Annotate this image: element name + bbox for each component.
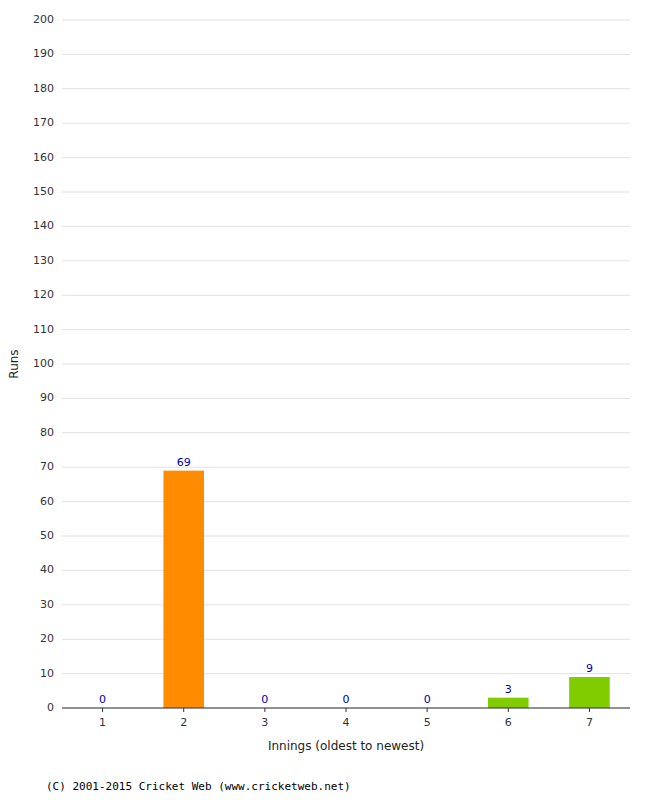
x-tick [264, 708, 265, 712]
x-tick-label: 6 [505, 716, 512, 729]
y-tick-label: 40 [40, 563, 54, 576]
x-tick [102, 708, 103, 712]
x-tick-label: 5 [424, 716, 431, 729]
y-tick-label: 130 [33, 254, 54, 267]
y-tick-label: 100 [33, 357, 54, 370]
y-tick-label: 140 [33, 219, 54, 232]
y-tick-label: 20 [40, 632, 54, 645]
y-tick-label: 30 [40, 598, 54, 611]
x-tick [427, 708, 428, 712]
y-tick-label: 120 [33, 288, 54, 301]
grid-line [62, 536, 630, 537]
y-tick-label: 80 [40, 426, 54, 439]
x-tick-label: 4 [343, 716, 350, 729]
data-label: 3 [505, 683, 512, 696]
bar [163, 471, 204, 708]
x-tick-label: 3 [261, 716, 268, 729]
grid-line [62, 54, 630, 55]
y-tick-label: 60 [40, 495, 54, 508]
y-tick-label: 160 [33, 151, 54, 164]
grid-line [62, 673, 630, 674]
grid-line [62, 364, 630, 365]
grid-line [62, 329, 630, 330]
data-label: 0 [424, 693, 431, 706]
y-tick-label: 110 [33, 323, 54, 336]
grid-line [62, 260, 630, 261]
x-tick [589, 708, 590, 712]
page: {"chart_data": {"type": "bar", "categori… [0, 0, 650, 800]
y-tick-label: 180 [33, 82, 54, 95]
chart-container: 0102030405060708090100110120130140150160… [0, 0, 650, 800]
bar [488, 698, 529, 708]
x-tick-label: 1 [99, 716, 106, 729]
y-tick-label: 190 [33, 47, 54, 60]
grid-line [62, 604, 630, 605]
grid-line [62, 192, 630, 193]
x-tick [346, 708, 347, 712]
bar [569, 677, 610, 708]
y-tick-label: 170 [33, 116, 54, 129]
grid-line [62, 226, 630, 227]
grid-line [62, 20, 630, 21]
bars [163, 471, 609, 708]
x-tick-label: 2 [180, 716, 187, 729]
grid-line [62, 639, 630, 640]
annotation: (C) 2001-2015 Cricket Web (www.cricketwe… [46, 780, 351, 793]
x-tick [183, 708, 184, 712]
data-label: 0 [343, 693, 350, 706]
grid-line [62, 123, 630, 124]
grid-line [62, 295, 630, 296]
data-label: 9 [586, 662, 593, 675]
grid [62, 20, 630, 708]
y-tick-label: 70 [40, 460, 54, 473]
chart-svg: 0102030405060708090100110120130140150160… [0, 0, 650, 800]
x-tick [508, 708, 509, 712]
grid-line [62, 88, 630, 89]
y-tick-label: 200 [33, 13, 54, 26]
x-axis-label: Innings (oldest to newest) [268, 739, 424, 753]
grid-line [62, 157, 630, 158]
y-tick-label: 10 [40, 667, 54, 680]
grid-line [62, 501, 630, 502]
y-axis-label: Runs [7, 349, 21, 378]
data-label: 0 [261, 693, 268, 706]
grid-line [62, 432, 630, 433]
y-tick-label: 0 [47, 701, 54, 714]
y-tick-label: 50 [40, 529, 54, 542]
y-tick-label: 150 [33, 185, 54, 198]
data-label: 69 [177, 456, 191, 469]
grid-line [62, 570, 630, 571]
grid-line [62, 467, 630, 468]
data-label: 0 [99, 693, 106, 706]
x-tick-label: 7 [586, 716, 593, 729]
y-tick-label: 90 [40, 391, 54, 404]
grid-line [62, 398, 630, 399]
